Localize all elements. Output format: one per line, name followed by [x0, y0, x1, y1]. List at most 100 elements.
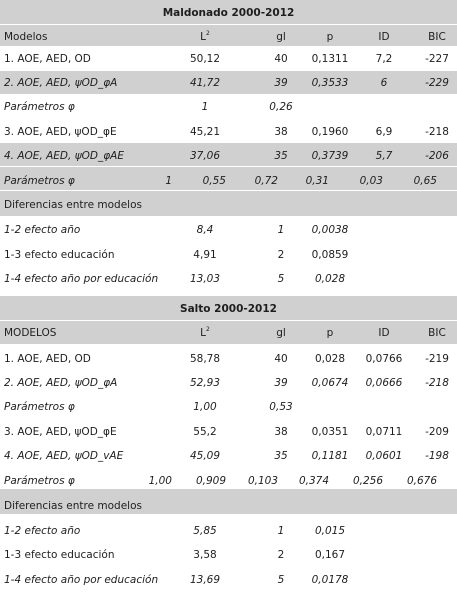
header-l2: L2	[200, 326, 210, 339]
row-divider	[0, 118, 457, 119]
header-p: p	[326, 31, 334, 43]
param-value: 0,72	[254, 175, 278, 187]
table-row: 1-3 efecto educación 3,58 2 0,167	[0, 549, 457, 563]
row-band	[0, 46, 457, 70]
cell-p: 0,028	[314, 273, 346, 285]
model-label: 2. AOE, AED, ψOD_φA	[4, 77, 118, 89]
header-bic: BIC	[428, 327, 446, 339]
row-band	[0, 296, 457, 320]
table-row: 2. AOE, AED, ψOD_φA 41,72 39 0,3533 6 -229	[0, 77, 457, 91]
param-value: 0,26	[269, 101, 293, 113]
table-row: 1-4 efecto año por educación 13,69 5 0,0178	[0, 574, 457, 588]
row-band	[0, 344, 457, 368]
cell-gl: 35	[274, 450, 288, 462]
cell-l2: 41,72	[189, 77, 221, 89]
cell-l2: 45,21	[189, 126, 221, 138]
row-divider	[0, 538, 357, 539]
cell-gl: 39	[274, 77, 288, 89]
table-row: Parámetros φ 1,00 0,909 0,103 0,374 0,256 0,67…	[0, 475, 457, 489]
row-divider	[0, 216, 457, 217]
cell-p: 0,028	[314, 353, 346, 365]
row-divider	[0, 392, 457, 393]
cell-l2: 50,12	[189, 53, 221, 65]
header-modelos: MODELOS	[4, 327, 57, 339]
model-label: 4. AOE, AED, ψOD_φAE	[4, 150, 124, 162]
row-divider	[0, 562, 357, 563]
diff-label: 1-4 efecto año por educación	[4, 273, 159, 285]
header-sup: 2	[206, 30, 210, 37]
row-band	[0, 216, 357, 240]
row-band	[0, 24, 457, 46]
row-band	[0, 538, 357, 562]
cell-gl: 38	[274, 126, 288, 138]
row-band	[0, 392, 457, 416]
row-band	[0, 94, 457, 118]
cell-l2: 55,2	[193, 426, 217, 438]
param-value: 1,00	[148, 475, 172, 487]
table-row: 4. AOE, AED, ψOD_vAE 45,09 35 0,1181 0,0601 -…	[0, 450, 457, 464]
table-row: 1-3 efecto educación 4,91 2 0,0859	[0, 249, 457, 263]
table-row: 4. AOE, AED, ψOD_φAE 37,06 35 0,3739 5,7 -206	[0, 150, 457, 164]
row-band	[0, 464, 457, 488]
cell-p: 0,3533	[311, 77, 349, 89]
cell-p: 0,0178	[311, 574, 349, 586]
cell-bic: -206	[425, 150, 449, 162]
cell-gl: 40	[274, 53, 288, 65]
cell-l2: 13,03	[189, 273, 221, 285]
row-divider	[0, 94, 457, 95]
diff-label: 1-2 efecto año	[4, 525, 81, 537]
cell-p: 0,0674	[311, 377, 349, 389]
header-id: ID	[378, 31, 390, 43]
table-row: 3. AOE, AED, ψOD_φE 45,21 38 0,1960 6,9 -218	[0, 126, 457, 140]
diff-label: 1-3 efecto educación	[4, 549, 115, 561]
table-row: Parámetros φ 1 0,55 0,72 0,31 0,03 0,65	[0, 175, 457, 189]
table-row: 1-4 efecto año por educación 13,03 5 0,028	[0, 273, 457, 287]
cell-p: 0,1960	[311, 126, 349, 138]
header-gl: gl	[276, 31, 286, 43]
cell-l2: 52,93	[189, 377, 221, 389]
row-divider	[0, 344, 457, 345]
cell-p: 0,0038	[311, 224, 349, 236]
section-title-row: Maldonado 2000-2012	[0, 7, 457, 20]
row-divider	[0, 440, 457, 441]
param-label: Parámetros φ	[4, 401, 75, 413]
param-value: 0,53	[269, 401, 293, 413]
row-divider	[0, 70, 457, 71]
row-band	[0, 190, 457, 216]
cell-id: 0,0711	[365, 426, 403, 438]
cell-gl: 39	[274, 377, 288, 389]
table-row: MODELOS L2 gl p ID BIC	[0, 326, 457, 341]
param-value: 0,103	[247, 475, 278, 487]
cell-gl: 5	[277, 574, 285, 586]
cell-id: 6,9	[375, 126, 393, 138]
cell-p: 0,167	[314, 549, 346, 561]
section-title: Salto 2000-2012	[180, 303, 277, 315]
header-gl: gl	[276, 327, 286, 339]
table-row: 3. AOE, AED, ψOD_φE 55,2 38 0,0351 0,0711 -20…	[0, 426, 457, 440]
cell-id: 0,0666	[365, 377, 403, 389]
diff-label: 1-4 efecto año por educación	[4, 574, 159, 586]
cell-l2: 5,85	[193, 525, 217, 537]
table-row: Parámetros φ 1,00 0,53	[0, 401, 457, 415]
param-value: 1	[201, 101, 209, 113]
cell-id: 0,0766	[365, 353, 403, 365]
row-divider	[0, 240, 357, 241]
header-p: p	[326, 327, 334, 339]
cell-l2: 3,58	[193, 549, 217, 561]
header-l: L	[200, 31, 207, 43]
model-label: 3. AOE, AED, ψOD_φE	[4, 426, 117, 438]
header-l: L	[200, 327, 207, 339]
cell-l2: 8,4	[196, 224, 214, 236]
cell-id: 0,0601	[365, 450, 403, 462]
cell-p: 0,1311	[311, 53, 349, 65]
row-band	[0, 240, 357, 264]
section-title: Maldonado 2000-2012	[162, 7, 295, 19]
row-divider	[0, 190, 457, 191]
row-band	[0, 416, 457, 440]
cell-gl: 35	[274, 150, 288, 162]
cell-gl: 38	[274, 426, 288, 438]
row-divider	[0, 142, 457, 143]
table-row: 2. AOE, AED, ψOD_φA 52,93 39 0,0674 0,0666 -2…	[0, 377, 457, 391]
row-band	[0, 264, 357, 290]
